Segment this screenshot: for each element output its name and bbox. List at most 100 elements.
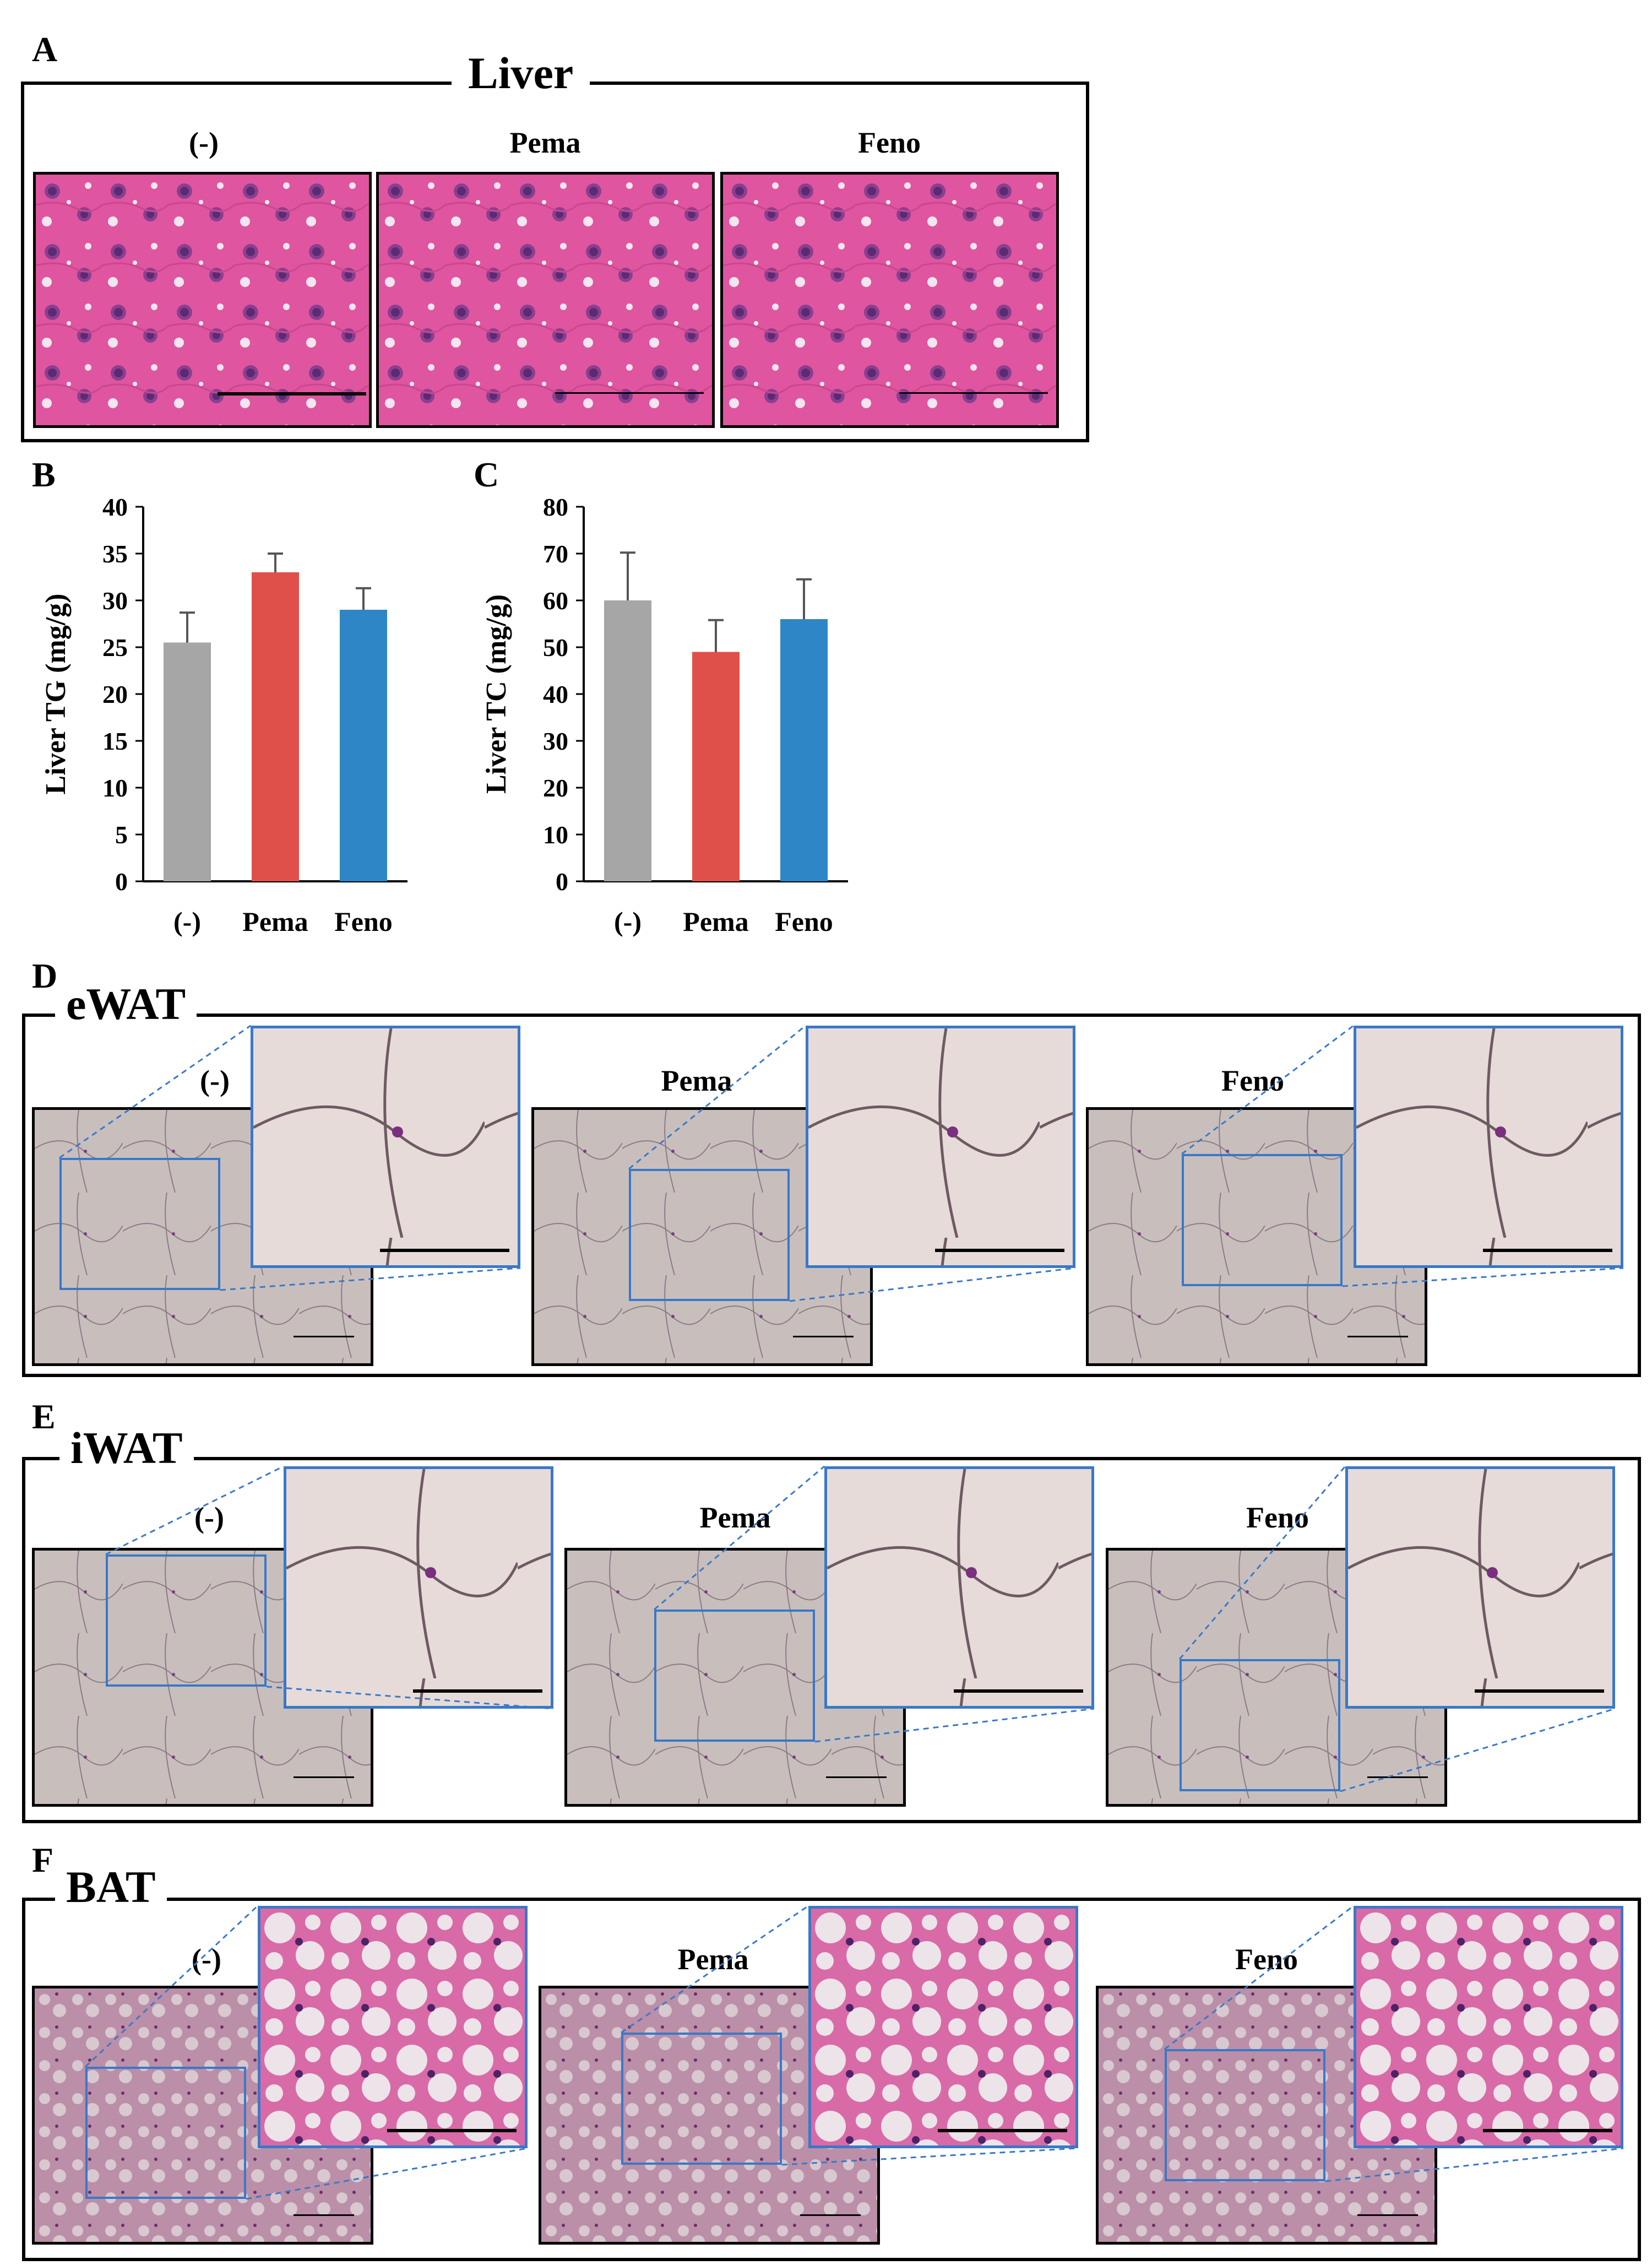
liver-condition-pema: Pema bbox=[509, 126, 581, 159]
scale-bar bbox=[1347, 1336, 1408, 1337]
panel-label-e: E bbox=[32, 1397, 56, 1436]
x-tick-label: Pema bbox=[683, 906, 748, 937]
scale-bar bbox=[793, 1336, 854, 1337]
y-tick-label: 80 bbox=[543, 493, 568, 521]
bat-inset-feno bbox=[1354, 1906, 1623, 2148]
y-tick-label: 10 bbox=[102, 774, 128, 802]
scale-bar bbox=[954, 1689, 1083, 1693]
bat-condition-feno: Feno bbox=[1235, 1943, 1298, 1976]
iwat-title: iWAT bbox=[59, 1426, 194, 1471]
x-tick-label: (-) bbox=[614, 906, 642, 937]
y-tick-label: 0 bbox=[115, 868, 128, 896]
ewat-title: eWAT bbox=[55, 982, 197, 1027]
scale-bar bbox=[387, 2129, 517, 2132]
liver-tc-bar-chart: 0 10 20 30 40 50 60 70 80 (-) Pema Feno Liver TC (mg… bbox=[481, 493, 848, 937]
y-tick-label: 25 bbox=[102, 633, 128, 662]
y-tick-label: 0 bbox=[556, 868, 568, 896]
x-tick-label: Feno bbox=[775, 906, 833, 937]
scale-bar bbox=[800, 2214, 861, 2216]
y-tick-label: 5 bbox=[115, 821, 128, 849]
liver-micrograph-feno bbox=[720, 172, 1059, 428]
x-tick-label: Pema bbox=[242, 906, 308, 937]
scale-bar bbox=[294, 1776, 354, 1778]
bat-zoom-region-control bbox=[85, 2067, 246, 2199]
ewat-zoom-region-feno bbox=[1182, 1154, 1343, 1286]
bar bbox=[692, 652, 740, 881]
y-tick-label: 35 bbox=[102, 540, 128, 568]
y-axis-label: Liver TC (mg/g) bbox=[481, 594, 512, 794]
y-tick-label: 40 bbox=[543, 680, 568, 708]
scale-bar bbox=[899, 392, 1048, 394]
ewat-condition-pema: Pema bbox=[661, 1064, 732, 1097]
scale-bar bbox=[1475, 1689, 1604, 1693]
scale-bar bbox=[413, 1689, 542, 1693]
iwat-condition-feno: Feno bbox=[1246, 1501, 1309, 1534]
liver-condition-feno: Feno bbox=[858, 126, 921, 159]
bar bbox=[780, 619, 828, 881]
y-tick-label: 15 bbox=[102, 727, 128, 755]
scale-bar bbox=[1483, 1249, 1612, 1252]
liver-condition-control: (-) bbox=[189, 126, 219, 159]
bat-title: BAT bbox=[55, 1865, 167, 1910]
x-tick-label: Feno bbox=[334, 906, 393, 937]
y-tick-label: 20 bbox=[543, 774, 568, 802]
y-tick-label: 60 bbox=[543, 587, 568, 615]
y-tick-label: 40 bbox=[102, 493, 128, 521]
ewat-condition-feno: Feno bbox=[1221, 1064, 1284, 1097]
iwat-zoom-region-control bbox=[106, 1554, 267, 1687]
iwat-inset-pema bbox=[824, 1466, 1094, 1709]
bar bbox=[164, 642, 211, 881]
scale-bar bbox=[294, 1336, 354, 1337]
bar bbox=[340, 610, 387, 881]
bat-condition-control: (-) bbox=[192, 1943, 221, 1976]
scale-bar bbox=[1483, 2129, 1612, 2132]
liver-tg-bar-chart: 0 5 10 15 20 25 30 35 40 (-) Pema Feno Liver TG (mg/… bbox=[40, 493, 407, 937]
scale-bar bbox=[826, 1776, 887, 1778]
ewat-inset-control bbox=[251, 1026, 520, 1268]
scale-bar bbox=[935, 1249, 1064, 1252]
panel-label-d: D bbox=[32, 956, 58, 995]
panel-label-c: C bbox=[474, 455, 499, 494]
y-tick-label: 50 bbox=[543, 633, 568, 662]
y-tick-label: 10 bbox=[543, 821, 568, 849]
bat-frame bbox=[22, 1898, 1641, 2261]
ewat-frame bbox=[22, 1014, 1641, 1377]
bar bbox=[252, 572, 299, 881]
bat-inset-pema bbox=[808, 1906, 1078, 2148]
iwat-inset-feno bbox=[1345, 1466, 1615, 1709]
x-tick-label: (-) bbox=[173, 906, 201, 937]
y-tick-label: 20 bbox=[102, 680, 128, 708]
liver-micrograph-control bbox=[33, 172, 372, 428]
scale-bar bbox=[1367, 1776, 1428, 1778]
scale-bar bbox=[294, 2214, 354, 2216]
scale-bar bbox=[938, 2129, 1067, 2132]
ewat-zoom-region-pema bbox=[629, 1169, 790, 1301]
panel-label-b: B bbox=[32, 455, 56, 494]
y-tick-label: 30 bbox=[543, 727, 568, 755]
ewat-inset-feno bbox=[1354, 1026, 1623, 1268]
iwat-zoom-region-pema bbox=[654, 1610, 815, 1742]
bat-zoom-region-feno bbox=[1165, 2049, 1325, 2181]
panel-label-a: A bbox=[32, 30, 58, 69]
y-tick-label: 30 bbox=[102, 587, 128, 615]
scale-bar bbox=[380, 1249, 509, 1252]
iwat-frame bbox=[22, 1457, 1641, 1823]
bat-condition-pema: Pema bbox=[677, 1943, 749, 1976]
iwat-condition-pema: Pema bbox=[699, 1501, 771, 1534]
scale-bar bbox=[218, 392, 366, 395]
bar bbox=[604, 600, 651, 881]
bat-zoom-region-pema bbox=[621, 2033, 782, 2165]
scale-bar bbox=[555, 392, 704, 394]
iwat-condition-control: (-) bbox=[194, 1501, 224, 1534]
ewat-zoom-region-control bbox=[59, 1158, 220, 1290]
ewat-inset-pema bbox=[806, 1026, 1075, 1268]
y-tick-label: 70 bbox=[543, 540, 568, 568]
